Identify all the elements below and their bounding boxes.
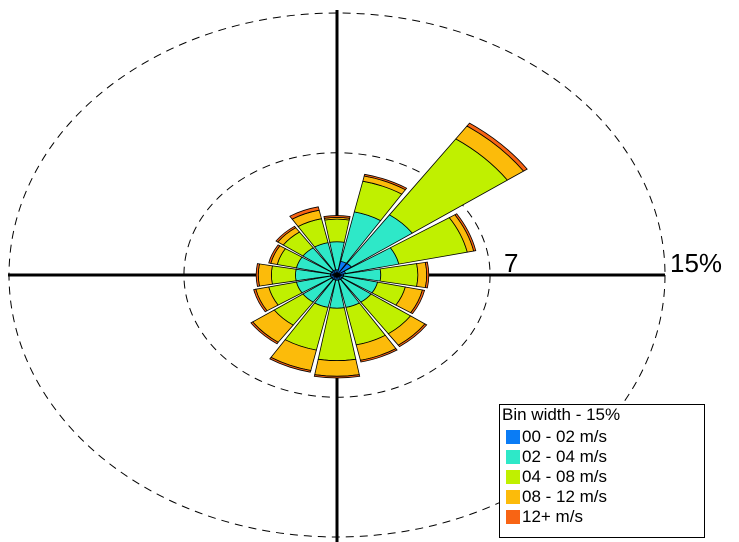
legend-item: 00 - 02 m/s <box>506 427 607 447</box>
legend: Bin width - 15% 00 - 02 m/s 02 - 04 m/s … <box>499 404 705 538</box>
wedge-ne-bin-4 <box>466 122 528 172</box>
wedge-ssw-bin-4 <box>269 356 312 373</box>
ring-label-inner: 7 <box>504 248 518 278</box>
wedge-ene-bin-4 <box>454 213 477 252</box>
wedge-w-bin-3 <box>257 263 273 287</box>
legend-swatch <box>506 510 520 524</box>
wedge-nne-bin-4 <box>363 173 408 191</box>
legend-item: 04 - 08 m/s <box>506 467 607 487</box>
wedge-sw-bin-4 <box>250 321 279 345</box>
wedge-se-bin-4 <box>397 323 428 348</box>
legend-item: 02 - 04 m/s <box>506 447 607 467</box>
legend-title: Bin width - 15% <box>502 405 621 424</box>
wedge-wsw-bin-4 <box>253 288 268 313</box>
legend-label: 08 - 12 m/s <box>522 487 608 506</box>
legend-item: 12+ m/s <box>506 507 583 527</box>
ring-label-outer: 15% <box>670 248 722 278</box>
wedge-n-bin-4 <box>323 215 351 219</box>
wedge-w-bin-4 <box>255 263 260 287</box>
legend-swatch <box>506 470 520 484</box>
wedge-e-bin-2 <box>379 263 419 287</box>
ring-labels: 7 15% <box>504 248 722 278</box>
legend-swatch <box>506 490 520 504</box>
wedge-ese-bin-4 <box>410 289 426 315</box>
legend-label: 04 - 08 m/s <box>522 467 608 486</box>
legend-item: 08 - 12 m/s <box>506 487 607 507</box>
wedge-nw-bin-4 <box>275 225 297 243</box>
wedge-n-bin-2 <box>324 218 350 243</box>
legend-label: 00 - 02 m/s <box>522 427 608 446</box>
wedge-s-bin-3 <box>314 358 360 377</box>
wedge-nnw-bin-4 <box>289 206 320 220</box>
legend-swatch <box>506 450 520 464</box>
wedge-w-bin-2 <box>270 265 297 285</box>
wedge-wnw-bin-4 <box>268 244 281 264</box>
wedge-sse-bin-4 <box>359 348 398 363</box>
legend-label: 02 - 04 m/s <box>522 447 608 466</box>
legend-swatch <box>506 430 520 444</box>
legend-label: 12+ m/s <box>522 507 583 526</box>
wedge-e-bin-3 <box>416 261 428 289</box>
wind-bars <box>250 122 528 379</box>
wedge-s-bin-4 <box>313 374 361 379</box>
wedge-e-bin-4 <box>424 261 430 289</box>
